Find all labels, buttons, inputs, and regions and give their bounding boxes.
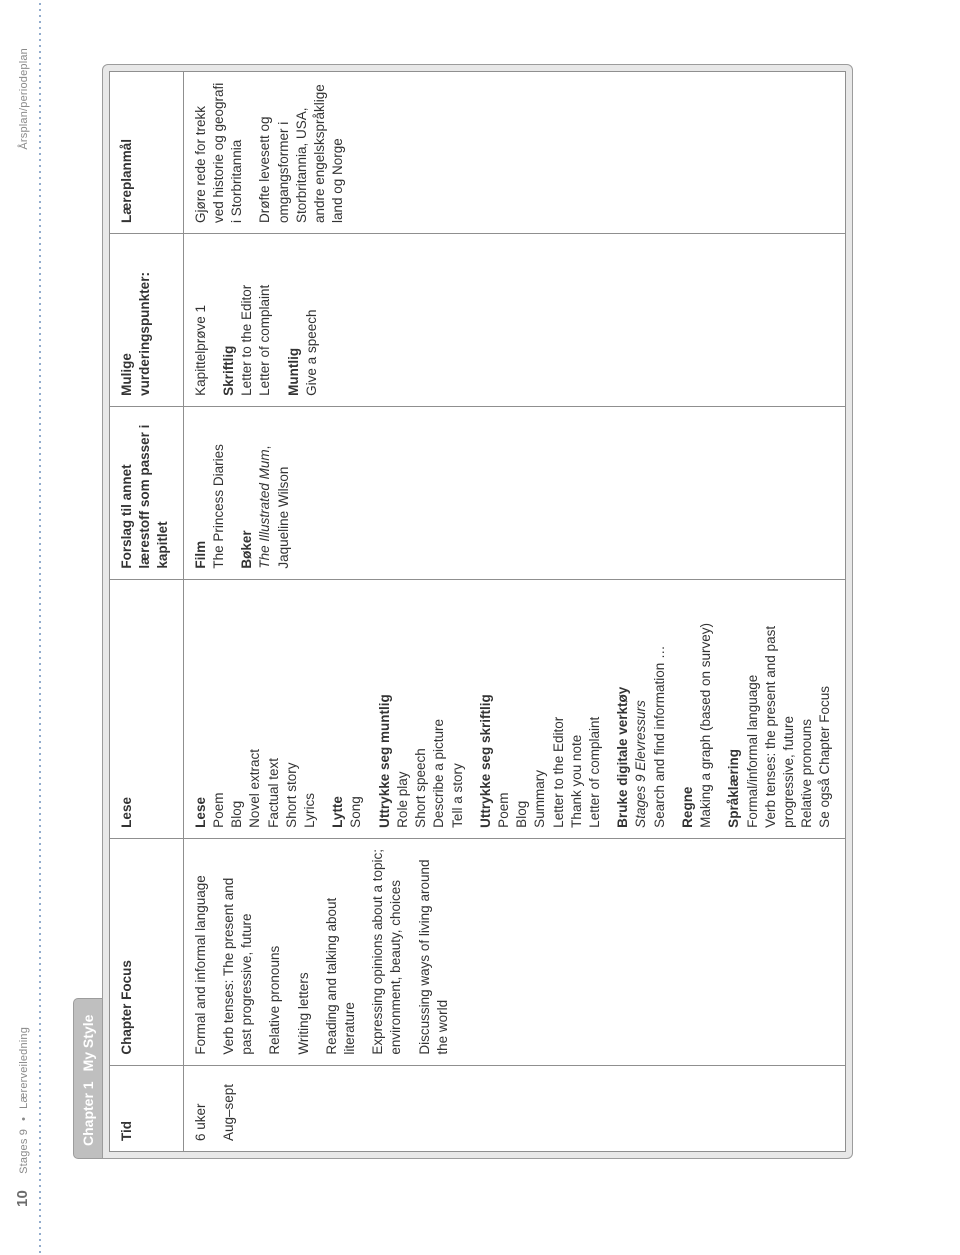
chapter-number: Chapter 1	[80, 1081, 96, 1146]
digitale-resource: Stages 9 Elevressurs	[633, 700, 648, 828]
focus-item: Relative pronouns	[266, 849, 284, 1055]
running-header: 10 Stages 9 • Lærerveiledning Årsplan/pe…	[0, 0, 39, 1255]
lese-heading: Lese	[192, 590, 210, 828]
runhead-title-a: Stages 9	[18, 1129, 30, 1174]
chapter-tab: Chapter 1 My Style	[73, 998, 102, 1159]
col-header-laereplan: Læreplanmål	[110, 72, 184, 234]
boker-heading: Bøker	[238, 417, 256, 569]
table-header-row: Tid Chapter Focus Lese Forslag til annet…	[110, 72, 184, 1152]
cell-vurdering: Kapittelprøve 1 Skriftlig Letter to the …	[183, 234, 845, 407]
runhead-right: Årsplan/periodeplan	[18, 48, 30, 150]
cell-tid: 6 uker Aug–sept	[183, 1065, 845, 1151]
cell-laereplanmaal: Gjøre rede for trekk ved historie og geo…	[183, 72, 845, 234]
regne-heading: Regne	[679, 590, 697, 828]
vurd-muntlig-heading: Muntlig	[285, 244, 303, 396]
lese-items: Poem Blog Novel extract Factual text Sho…	[210, 590, 319, 828]
cell-chapter-focus: Formal and informal language Verb tenses…	[183, 838, 845, 1065]
col-header-lese: Lese	[110, 579, 184, 838]
film-heading: Film	[192, 417, 210, 569]
bullet-icon: •	[18, 1117, 30, 1121]
muntlig-items: Role play Short speech Describe a pictur…	[394, 590, 467, 828]
col-header-tid: Tid	[110, 1065, 184, 1151]
page-number: 10	[14, 1190, 31, 1207]
vurd-skriftlig-heading: Skriftlig	[220, 244, 238, 396]
year-plan-table: Tid Chapter Focus Lese Forslag til annet…	[109, 71, 846, 1152]
kapittelprove: Kapittelprøve 1	[192, 244, 210, 396]
digitale-item: Search and find information …	[651, 590, 669, 828]
tid-months: Aug–sept	[220, 1076, 238, 1141]
laereplan-item: Gjøre rede for trekk ved historie og geo…	[192, 82, 247, 223]
muntlig-heading: Uttrykke seg muntlig	[376, 590, 394, 828]
runhead-title-b: Lærerveiledning	[18, 1027, 30, 1109]
digitale-heading: Bruke digitale verktøy	[614, 590, 632, 828]
skriftlig-items: Poem Blog Summary Letter to the Editor T…	[495, 590, 604, 828]
dotted-rule	[39, 0, 41, 1255]
chapter-title: My Style	[80, 1015, 96, 1072]
spraklaering-items: Formal/informal language Verb tenses: th…	[744, 590, 835, 828]
focus-item: Writing letters	[295, 849, 313, 1055]
vurd-muntlig-items: Give a speech	[303, 244, 321, 396]
focus-item: Verb tenses: The present and past progre…	[220, 849, 256, 1055]
cell-forslag: Film The Princess Diaries Bøker The Illu…	[183, 406, 845, 579]
col-header-focus: Chapter Focus	[110, 838, 184, 1065]
focus-item: Expressing opinions about a topic; envir…	[369, 849, 405, 1055]
book-title: The Illustrated Mum	[257, 449, 272, 568]
film-items: The Princess Diaries	[210, 417, 228, 569]
vurd-skriftlig-items: Letter to the Editor Letter of complaint	[238, 244, 274, 396]
cell-activities: Lese Poem Blog Novel extract Factual tex…	[183, 579, 845, 838]
table-row: 6 uker Aug–sept Formal and informal lang…	[183, 72, 845, 1152]
regne-items: Making a graph (based on survey)	[697, 590, 715, 828]
tid-duration: 6 uker	[192, 1076, 210, 1141]
focus-item: Reading and talking about literature	[323, 849, 359, 1055]
spraklaering-heading: Språklæring	[725, 590, 743, 828]
focus-item: Discussing ways of living around the wor…	[416, 849, 452, 1055]
lytte-heading: Lytte	[329, 590, 347, 828]
col-header-vurdering: Mulige vurderingspunkter:	[110, 234, 184, 407]
lytte-items: Song	[347, 590, 365, 828]
col-header-forslag: Forslag til annet lærestoff som passer i…	[110, 406, 184, 579]
plan-frame: Tid Chapter Focus Lese Forslag til annet…	[102, 64, 853, 1159]
focus-item: Formal and informal language	[192, 849, 210, 1055]
laereplan-item: Drøfte levesett og omgangsformer i Storb…	[256, 82, 347, 223]
skriftlig-heading: Uttrykke seg skriftlig	[477, 590, 495, 828]
